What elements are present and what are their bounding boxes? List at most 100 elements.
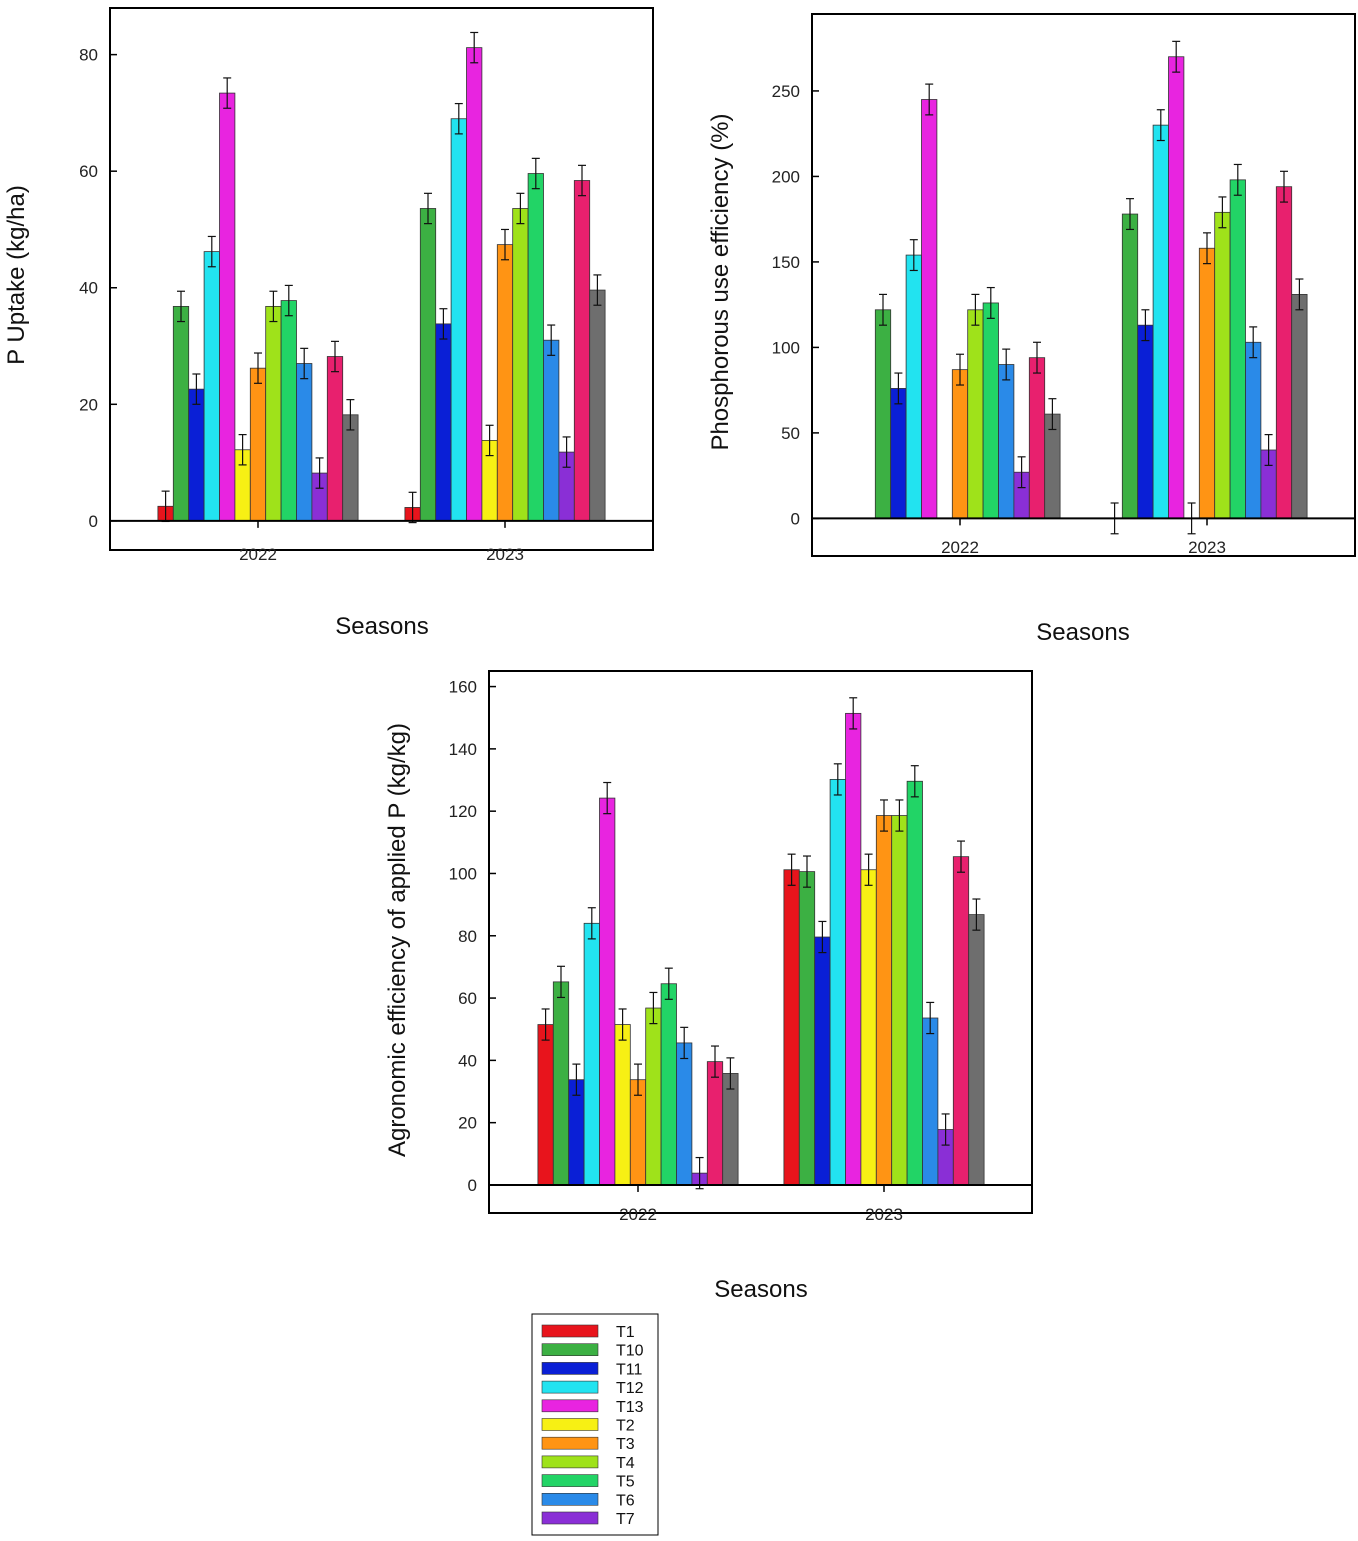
legend-label-T13: T13 <box>616 1399 644 1416</box>
bar-T8-2023 <box>573 180 591 522</box>
y-axis-title: Agronomic efficiency of applied P (kg/kg… <box>384 723 411 1157</box>
bar-T11-2022 <box>890 388 907 519</box>
bar-T4-2023 <box>512 208 529 522</box>
bar-T4-2023 <box>891 815 908 1186</box>
legend-label-T4: T4 <box>616 1455 635 1472</box>
bar-T4-2022 <box>645 1007 662 1186</box>
legend-label-T5: T5 <box>616 1474 635 1491</box>
bar-T2-2022 <box>614 1024 631 1186</box>
bar-T12-2023 <box>1152 124 1169 519</box>
x-tick-label-2022: 2022 <box>941 538 979 557</box>
bar-T13-2022 <box>921 99 938 519</box>
x-axis-title: Seasons <box>714 1276 807 1303</box>
y-tick-label: 200 <box>772 167 800 186</box>
bar-T12-2022 <box>583 922 600 1186</box>
y-tick-label: 60 <box>458 989 477 1008</box>
bar-T8-2022 <box>706 1061 724 1186</box>
bar-T10-2023 <box>798 871 816 1186</box>
x-tick-label-2023: 2023 <box>865 1205 903 1224</box>
legend-label-T3: T3 <box>616 1436 635 1453</box>
bar-T3-2023 <box>496 244 514 522</box>
y-axis-title: Phosphorous use efficiency (%) <box>707 113 734 450</box>
bar-T12-2022 <box>905 254 922 519</box>
bar-T9-2023 <box>1291 294 1308 519</box>
bar-T5-2023 <box>527 173 544 522</box>
y-tick-label: 140 <box>449 740 477 759</box>
legend-swatch-T2 <box>541 1418 599 1431</box>
bar-T3-2023 <box>1198 247 1216 519</box>
bar-T9-2023 <box>589 289 606 522</box>
bar-T11-2023 <box>1137 324 1154 519</box>
x-tick-label-2022: 2022 <box>619 1205 657 1224</box>
bar-T6-2023 <box>922 1017 939 1186</box>
bar-T13-2022 <box>599 797 616 1186</box>
legend-swatch-T6 <box>541 1493 599 1506</box>
bar-T12-2023 <box>829 779 846 1186</box>
legend-swatch-T13 <box>541 1399 599 1413</box>
bar-T11-2023 <box>814 936 831 1186</box>
y-tick-label: 20 <box>79 395 98 414</box>
legend-swatch-T1 <box>541 1324 599 1338</box>
bar-T2-2023 <box>860 869 877 1186</box>
bar-T12-2023 <box>450 118 467 522</box>
y-tick-label: 160 <box>449 678 477 697</box>
bar-T4-2022 <box>265 305 282 522</box>
legend-swatch-T10 <box>541 1343 599 1356</box>
legend-swatch-T11 <box>541 1362 599 1375</box>
x-tick-label-2023: 2023 <box>486 545 524 564</box>
legend-swatch-T12 <box>541 1380 599 1394</box>
chart-p-uptake: 0 20 40 60 80 2022 2023 P Uptake (kg/ha) Seasons <box>3 7 654 640</box>
x-tick-label-2023: 2023 <box>1188 538 1226 557</box>
plot-frame <box>488 670 1033 1214</box>
legend-label-T6: T6 <box>616 1492 635 1509</box>
y-tick-label: 150 <box>772 253 800 272</box>
bar-T4-2023 <box>1214 211 1231 519</box>
bar-T10-2023 <box>1121 213 1139 519</box>
legend-swatch-T4 <box>541 1455 599 1469</box>
bar-T12-2022 <box>203 251 220 522</box>
bar-T3-2022 <box>951 369 969 519</box>
legend-label-T10: T10 <box>616 1343 644 1360</box>
x-axis-title: Seasons <box>1036 619 1129 646</box>
bar-T9-2022 <box>342 414 359 522</box>
y-tick-label: 80 <box>79 46 98 65</box>
legend-label-T2: T2 <box>616 1418 635 1435</box>
y-tick-label: 50 <box>781 424 800 443</box>
bar-T13-2023 <box>845 712 862 1186</box>
bar-T6-2022 <box>998 364 1015 519</box>
bar-T5-2022 <box>280 300 297 522</box>
x-axis-title: Seasons <box>335 613 428 640</box>
y-tick-label: 60 <box>79 162 98 181</box>
y-tick-label: 0 <box>468 1176 477 1195</box>
y-axis-title: P Uptake (kg/ha) <box>3 185 30 365</box>
legend-label-T7: T7 <box>616 1511 635 1528</box>
y-tick-label: 40 <box>79 279 98 298</box>
bar-T10-2022 <box>552 981 570 1186</box>
legend-label-T12: T12 <box>616 1380 644 1397</box>
legend-label-T11: T11 <box>616 1361 642 1378</box>
y-tick-label: 80 <box>458 927 477 946</box>
y-tick-label: 0 <box>89 512 98 531</box>
bar-T3-2023 <box>875 815 893 1186</box>
legend-swatch-T5 <box>541 1474 599 1487</box>
bar-T3-2022 <box>249 367 267 522</box>
chart-phosphorous-use-efficiency: 0 50 100 150 200 250 2022 2023 Phosphorous use e… <box>707 13 1356 646</box>
bar-T6-2022 <box>676 1042 693 1186</box>
legend-swatch-T3 <box>541 1436 599 1450</box>
y-tick-label: 120 <box>449 802 477 821</box>
bar-T13-2023 <box>466 47 483 522</box>
bar-T11-2023 <box>435 323 452 522</box>
bar-T11-2022 <box>188 388 205 522</box>
plot-frame <box>811 13 1356 557</box>
x-tick-label-2022: 2022 <box>239 545 277 564</box>
y-tick-label: 0 <box>791 509 800 528</box>
legend-label-T1: T1 <box>616 1324 635 1341</box>
plot-frame <box>109 7 654 551</box>
bar-T4-2022 <box>967 309 984 519</box>
bar-T5-2023 <box>906 780 923 1186</box>
bar-T10-2022 <box>874 309 892 519</box>
y-tick-label: 100 <box>449 864 477 883</box>
bar-T9-2023 <box>968 914 985 1186</box>
